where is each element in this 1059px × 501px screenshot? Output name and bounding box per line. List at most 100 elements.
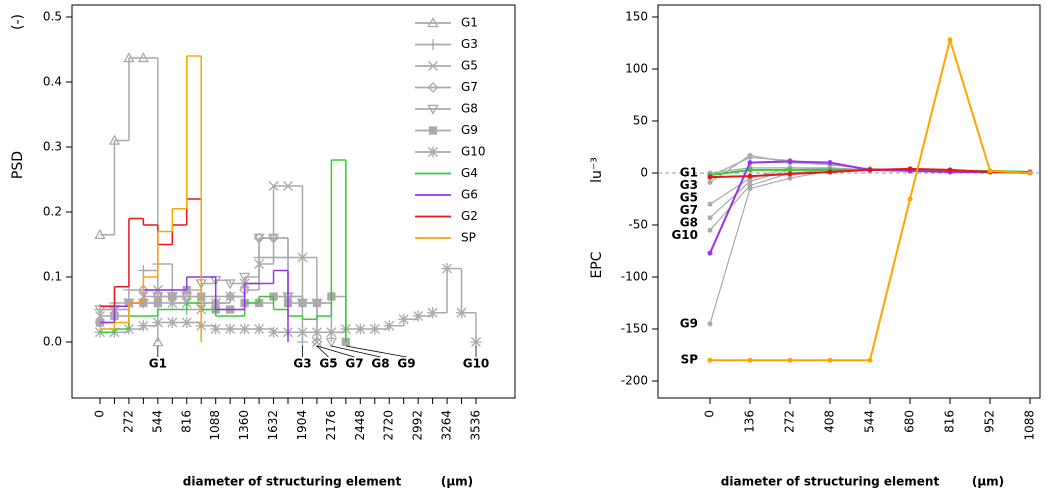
marker (268, 181, 279, 191)
series-label: G5 (680, 191, 698, 205)
x-tick-label: 952 (983, 410, 997, 433)
marker (297, 252, 308, 263)
marker (239, 272, 251, 283)
x-tick-label: 816 (943, 410, 957, 433)
point (707, 215, 713, 221)
point (747, 167, 753, 173)
point (707, 357, 713, 363)
marker (428, 61, 438, 71)
legend-label: G3 (461, 37, 478, 51)
marker (398, 313, 410, 325)
marker (325, 326, 337, 338)
marker (456, 307, 468, 319)
y-axis-label: PSD (10, 151, 26, 179)
point (947, 167, 953, 173)
series-label: G1 (680, 166, 698, 180)
x-tick-label: 272 (783, 410, 797, 433)
marker (152, 292, 164, 303)
point (707, 179, 713, 185)
annotation: G8 (371, 357, 389, 371)
annotation-leader (331, 345, 381, 358)
legend-label: G10 (461, 145, 486, 159)
x-tick-label: 2992 (411, 410, 425, 441)
marker (137, 52, 149, 63)
marker (470, 336, 482, 348)
point (747, 160, 753, 166)
y-tick-label: 0.0 (43, 335, 62, 349)
x-tick-label: 1088 (1023, 410, 1037, 441)
annotation: G5 (319, 357, 337, 371)
x-axis-unit: (µm) (441, 475, 473, 489)
marker (296, 326, 308, 338)
marker (166, 317, 178, 328)
legend-label: G4 (461, 166, 478, 180)
y-tick-label: 100 (625, 62, 648, 76)
point (947, 37, 953, 43)
y-axis-unit: (-) (10, 14, 26, 30)
y-tick-label: 0 (640, 166, 648, 180)
marker (412, 310, 424, 322)
point (707, 321, 713, 327)
series-label: G8 (680, 216, 698, 230)
marker (369, 323, 381, 335)
legend-label: G2 (461, 209, 478, 223)
y-tick-label: 0.4 (43, 75, 62, 89)
x-tick-label: 272 (121, 410, 135, 433)
marker (181, 317, 193, 328)
plot-frame (657, 4, 1041, 399)
point (707, 227, 713, 233)
y-axis-label: EPC (589, 251, 605, 278)
marker (441, 263, 453, 275)
marker (427, 17, 439, 28)
y-tick-label: 0.5 (43, 10, 62, 24)
marker (354, 323, 366, 335)
marker (224, 291, 236, 302)
marker (153, 298, 162, 308)
x-tick-label: 0 (703, 410, 717, 418)
marker (427, 307, 439, 319)
x-tick-label: 136 (743, 410, 757, 433)
series-label: G3 (680, 178, 698, 192)
x-tick-label: 1632 (266, 410, 280, 441)
legend-label: G1 (461, 16, 478, 30)
legend-label: G8 (461, 102, 478, 116)
marker (427, 82, 439, 93)
point (827, 169, 833, 175)
line (710, 36, 1031, 362)
x-axis-label: diameter of structuring element (183, 475, 402, 489)
x-tick-label: 1904 (295, 410, 309, 441)
legend-label: G6 (461, 188, 478, 202)
point (707, 174, 713, 180)
point (987, 168, 993, 174)
legend-label: G7 (461, 80, 478, 94)
point (747, 173, 753, 179)
y-tick-label: -50 (628, 218, 648, 232)
annotation: G3 (293, 357, 311, 371)
x-tick-label: 1088 (208, 410, 222, 441)
point (747, 178, 753, 184)
x-tick-label: 544 (863, 410, 877, 433)
x-tick-label: 3264 (440, 410, 454, 441)
annotation: G9 (397, 357, 415, 371)
marker (427, 39, 439, 50)
marker (123, 52, 135, 63)
x-tick-label: 1360 (237, 410, 251, 441)
legend-label: SP (461, 231, 476, 245)
marker (152, 317, 164, 328)
y-tick-label: 150 (625, 10, 648, 24)
marker (283, 181, 293, 191)
y-tick-label: -150 (621, 322, 648, 336)
legend-label: G5 (461, 59, 478, 73)
x-tick-label: 2176 (324, 410, 338, 441)
marker (325, 337, 337, 348)
annotation-leader (316, 345, 355, 358)
marker (427, 146, 439, 158)
marker (312, 298, 322, 308)
point (907, 166, 913, 172)
series-label: G10 (671, 228, 698, 242)
y-axis-unit: lu⁻³ (589, 157, 605, 183)
x-tick-label: 680 (903, 410, 917, 433)
point (787, 175, 793, 181)
annotation: G1 (149, 357, 167, 371)
